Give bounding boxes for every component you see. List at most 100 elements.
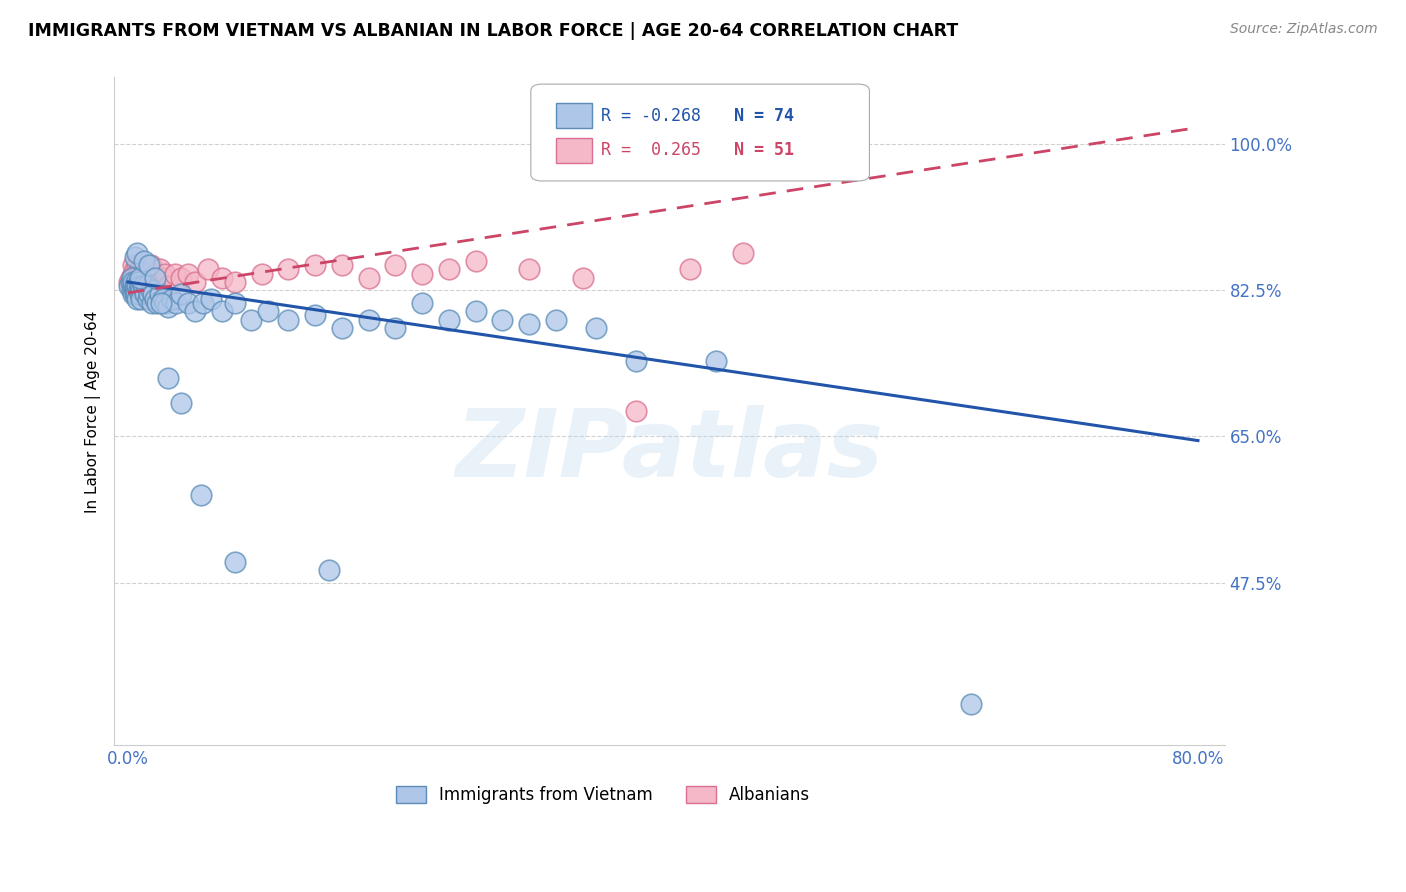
Y-axis label: In Labor Force | Age 20-64: In Labor Force | Age 20-64 bbox=[86, 310, 101, 513]
Point bbox=[257, 304, 280, 318]
Point bbox=[357, 312, 380, 326]
Point bbox=[184, 304, 207, 318]
Point bbox=[491, 312, 513, 326]
Point bbox=[624, 354, 647, 368]
Point bbox=[143, 267, 166, 281]
Point bbox=[304, 258, 326, 272]
Point bbox=[143, 270, 166, 285]
Point bbox=[200, 292, 222, 306]
Point bbox=[190, 488, 212, 502]
Point bbox=[128, 283, 150, 297]
Text: ZIPatlas: ZIPatlas bbox=[456, 406, 883, 498]
Point bbox=[127, 292, 149, 306]
Point bbox=[125, 287, 148, 301]
Point bbox=[129, 270, 152, 285]
Point bbox=[384, 321, 406, 335]
Point bbox=[128, 275, 150, 289]
FancyBboxPatch shape bbox=[531, 84, 869, 181]
Point bbox=[118, 279, 141, 293]
Point bbox=[224, 296, 246, 310]
Point bbox=[141, 296, 163, 310]
Text: IMMIGRANTS FROM VIETNAM VS ALBANIAN IN LABOR FORCE | AGE 20-64 CORRELATION CHART: IMMIGRANTS FROM VIETNAM VS ALBANIAN IN L… bbox=[28, 22, 959, 40]
Point bbox=[127, 245, 149, 260]
FancyBboxPatch shape bbox=[557, 103, 592, 128]
Point bbox=[120, 270, 142, 285]
Point bbox=[132, 283, 155, 297]
Point bbox=[125, 275, 148, 289]
Point bbox=[131, 279, 153, 293]
Point bbox=[544, 312, 567, 326]
Point bbox=[624, 404, 647, 418]
Point bbox=[129, 287, 152, 301]
Point bbox=[239, 312, 262, 326]
Point bbox=[318, 563, 340, 577]
Point bbox=[127, 279, 149, 293]
Point bbox=[155, 296, 177, 310]
Point bbox=[134, 267, 156, 281]
Point bbox=[125, 283, 148, 297]
Point bbox=[464, 254, 486, 268]
Point bbox=[134, 287, 156, 301]
Point bbox=[146, 270, 169, 285]
Point bbox=[122, 275, 145, 289]
Point bbox=[384, 258, 406, 272]
Point bbox=[152, 292, 174, 306]
Point bbox=[149, 262, 172, 277]
Point bbox=[165, 296, 187, 310]
Point bbox=[129, 270, 152, 285]
Point bbox=[136, 292, 159, 306]
Point bbox=[304, 309, 326, 323]
Text: N = 51: N = 51 bbox=[734, 141, 794, 160]
Point bbox=[124, 283, 146, 297]
Point bbox=[135, 279, 157, 293]
Point bbox=[122, 279, 145, 293]
Point bbox=[122, 267, 145, 281]
Point bbox=[129, 279, 152, 293]
Point bbox=[437, 262, 460, 277]
Point bbox=[142, 287, 165, 301]
Point bbox=[170, 396, 193, 410]
Point bbox=[156, 300, 179, 314]
Point bbox=[138, 267, 160, 281]
Point bbox=[163, 267, 186, 281]
Point bbox=[124, 287, 146, 301]
Text: R =  0.265: R = 0.265 bbox=[600, 141, 700, 160]
Point bbox=[277, 312, 299, 326]
Point bbox=[585, 321, 607, 335]
Point bbox=[211, 270, 233, 285]
Point bbox=[197, 262, 219, 277]
Point bbox=[136, 270, 159, 285]
Point bbox=[706, 354, 728, 368]
Point bbox=[124, 250, 146, 264]
Point bbox=[250, 267, 273, 281]
Point bbox=[156, 371, 179, 385]
Point bbox=[170, 287, 193, 301]
Point bbox=[124, 270, 146, 285]
Point bbox=[177, 296, 200, 310]
Point bbox=[132, 254, 155, 268]
Point bbox=[125, 267, 148, 281]
Point bbox=[156, 279, 179, 293]
Point bbox=[129, 292, 152, 306]
Point bbox=[517, 317, 540, 331]
Point bbox=[141, 270, 163, 285]
Point bbox=[121, 283, 143, 297]
Point bbox=[146, 296, 169, 310]
Point bbox=[150, 296, 173, 310]
Point bbox=[679, 262, 702, 277]
Text: N = 74: N = 74 bbox=[734, 106, 794, 125]
Point bbox=[122, 258, 145, 272]
Point bbox=[177, 267, 200, 281]
FancyBboxPatch shape bbox=[557, 137, 592, 163]
Point bbox=[152, 270, 174, 285]
Point bbox=[129, 283, 152, 297]
Point bbox=[959, 697, 981, 711]
Point bbox=[138, 287, 160, 301]
Point bbox=[733, 245, 755, 260]
Point bbox=[160, 292, 183, 306]
Point bbox=[118, 275, 141, 289]
Point bbox=[437, 312, 460, 326]
Point bbox=[155, 267, 177, 281]
Point bbox=[138, 258, 160, 272]
Point bbox=[139, 258, 162, 272]
